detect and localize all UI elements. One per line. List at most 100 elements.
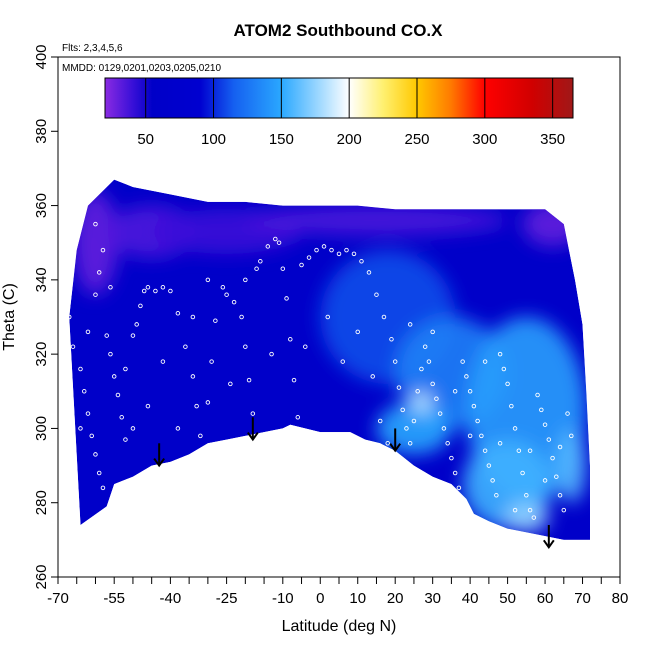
sample-point [228, 381, 233, 387]
sample-point [104, 333, 109, 338]
sample-point [415, 389, 420, 394]
field-region [503, 502, 549, 533]
sample-point [400, 407, 405, 413]
sample-point [456, 485, 462, 491]
sample-point [329, 247, 334, 253]
sample-point [426, 359, 432, 364]
sample-point [93, 221, 98, 227]
sample-point [138, 303, 143, 309]
sample-point [111, 374, 117, 379]
sample-point [561, 507, 567, 513]
sample-point [160, 359, 166, 364]
flight-arrows [153, 417, 555, 550]
x-tick-label: 60 [537, 590, 554, 607]
sample-point [168, 288, 173, 294]
sample-points [66, 221, 574, 520]
y-tick-label: 340 [33, 267, 50, 292]
sample-point [411, 418, 417, 424]
sample-point [85, 411, 91, 416]
sample-point [381, 314, 387, 320]
sample-point [434, 396, 439, 401]
sample-point [359, 259, 364, 264]
sample-point [527, 507, 533, 513]
sample-point [482, 448, 488, 453]
x-tick-label: 70 [574, 590, 591, 607]
flight-arrow [153, 443, 165, 468]
sample-point [479, 433, 484, 439]
sample-point [198, 433, 203, 439]
sample-point [175, 311, 181, 316]
x-axis: -70 -55 -40 -25 -10 0 10 20 30 40 50 60 70 80 [47, 577, 628, 607]
sample-point [490, 478, 495, 483]
sample-point [321, 244, 327, 249]
sample-point [557, 444, 563, 450]
sample-point [85, 329, 91, 335]
sample-point [205, 277, 211, 283]
sample-point [141, 288, 147, 294]
field-region [556, 428, 587, 503]
sample-point [366, 270, 372, 275]
sample-point [100, 247, 106, 253]
x-tick-label: 20 [387, 590, 404, 607]
sample-point [153, 288, 158, 294]
sample-point [505, 381, 510, 387]
sample-point [205, 400, 211, 405]
sample-point [464, 374, 469, 379]
x-tick-label: 80 [612, 590, 629, 607]
sample-point [299, 262, 304, 268]
sample-point [239, 314, 244, 320]
sample-point [96, 470, 102, 476]
sample-point [243, 277, 248, 283]
colorbar-tick-label: 50 [137, 131, 154, 148]
sample-point [449, 455, 454, 461]
sample-point [437, 411, 443, 416]
y-tick-label: 260 [33, 564, 50, 589]
arrow-head [153, 457, 165, 468]
x-tick-label: -55 [103, 590, 125, 607]
sample-point [213, 318, 218, 323]
x-tick-label: 0 [316, 590, 324, 607]
sample-point [108, 351, 113, 357]
sample-point [520, 470, 525, 476]
sample-point [531, 515, 537, 520]
sample-point [265, 244, 271, 249]
sample-point [220, 285, 226, 290]
y-tick-label: 380 [33, 119, 50, 144]
sample-point [422, 344, 428, 349]
sample-point [385, 441, 390, 446]
sample-point [288, 337, 293, 342]
x-tick-label: 50 [499, 590, 516, 607]
sample-point [374, 292, 379, 297]
sample-point [512, 426, 518, 431]
sample-point [160, 285, 166, 290]
x-tick-label: -10 [272, 590, 294, 607]
sample-point [430, 381, 435, 387]
x-tick-label: 30 [424, 590, 441, 607]
sample-point [344, 247, 349, 253]
colorbar-tick-label: 100 [201, 131, 226, 148]
colorbar: 50 100 150 200 250 300 350 [104, 77, 574, 148]
sample-point [486, 463, 492, 468]
sample-point [123, 366, 128, 372]
sample-point [130, 333, 136, 338]
sample-point [175, 426, 181, 431]
flights-note: Flts: 2,3,4,5,6 [62, 43, 123, 54]
sample-point [546, 437, 552, 442]
y-axis: 260 280 300 320 340 360 380 400 [33, 44, 58, 590]
arrow-head [542, 539, 555, 550]
sample-point [123, 437, 128, 442]
sample-point [336, 251, 342, 257]
sample-point [100, 485, 106, 491]
sample-point [93, 292, 98, 297]
colorbar-tick-label: 300 [472, 131, 497, 148]
sample-point [190, 374, 196, 379]
sample-point [254, 266, 259, 271]
sample-point [78, 426, 83, 431]
sample-point [441, 426, 447, 431]
field-region [522, 201, 583, 247]
sample-point [78, 366, 83, 372]
sample-point [340, 359, 345, 364]
sample-point [494, 493, 499, 498]
sample-point [258, 259, 263, 264]
